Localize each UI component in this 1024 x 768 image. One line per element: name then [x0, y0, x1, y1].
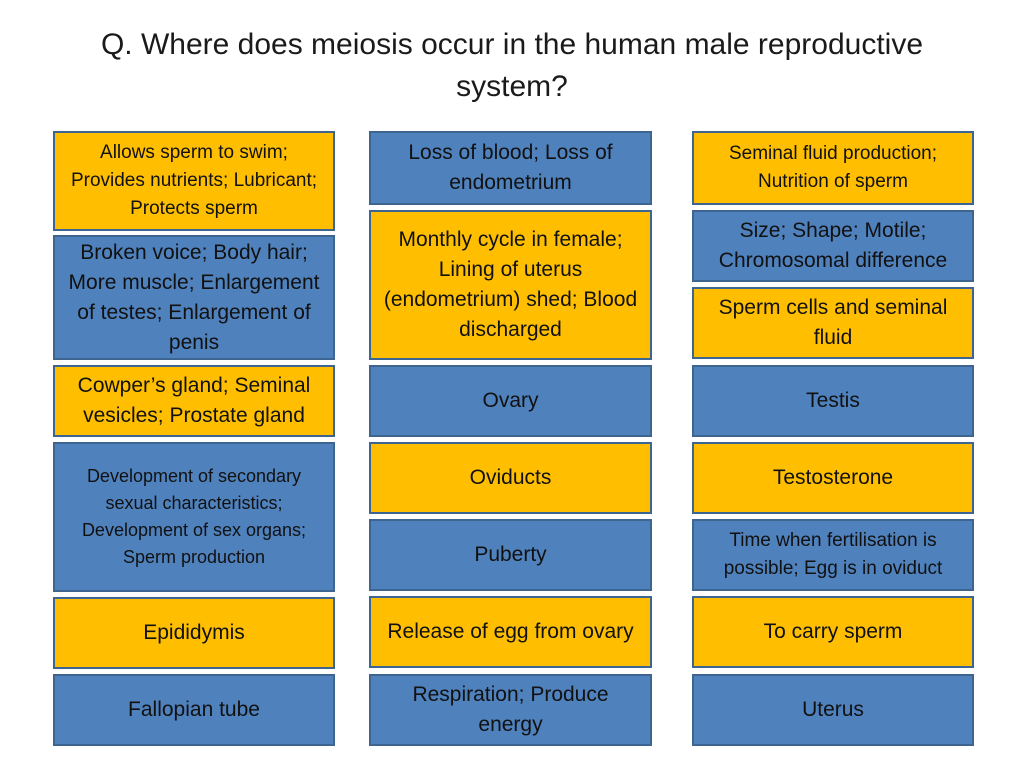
card-label: Loss of blood; Loss of endometrium — [408, 141, 613, 194]
card-label: Monthly cycle in female; Lining of uteru… — [383, 228, 638, 341]
card-label: Broken voice; Body hair; More muscle; En… — [68, 240, 320, 354]
card-label: Release of egg from ovary — [387, 620, 634, 643]
answer-card[interactable]: Respiration; Produce energy — [369, 674, 652, 746]
answer-card[interactable]: Development of secondary sexual characte… — [53, 442, 335, 592]
card-label: Sperm cells and seminal fluid — [718, 296, 948, 349]
answer-card[interactable]: Sperm cells and seminal fluid — [692, 287, 974, 359]
answer-card[interactable]: Release of egg from ovary — [369, 596, 652, 668]
card-label: Respiration; Produce energy — [412, 683, 609, 736]
answer-card[interactable]: To carry sperm — [692, 596, 974, 668]
card-label: Cowper’s gland; Seminal vesicles; Prosta… — [77, 374, 311, 427]
answer-card[interactable]: Broken voice; Body hair; More muscle; En… — [53, 235, 335, 360]
card-label: Seminal fluid production; Nutrition of s… — [728, 143, 938, 192]
answer-card[interactable]: Loss of blood; Loss of endometrium — [369, 131, 652, 205]
answer-card[interactable]: Time when fertilisation is possible; Egg… — [692, 519, 974, 591]
answer-card[interactable]: Ovary — [369, 365, 652, 437]
answer-card[interactable]: Monthly cycle in female; Lining of uteru… — [369, 210, 652, 360]
card-label: Testis — [806, 389, 860, 412]
card-label: Testosterone — [772, 466, 894, 489]
card-label: Ovary — [482, 389, 539, 412]
card-label: Time when fertilisation is possible; Egg… — [723, 530, 943, 579]
answer-card[interactable]: Fallopian tube — [53, 674, 335, 746]
answer-card[interactable]: Oviducts — [369, 442, 652, 514]
answer-card[interactable]: Testis — [692, 365, 974, 437]
answer-card[interactable]: Seminal fluid production; Nutrition of s… — [692, 131, 974, 205]
answer-card[interactable]: Size; Shape; Motile; Chromosomal differe… — [692, 210, 974, 282]
card-label: Uterus — [802, 698, 864, 721]
answer-card[interactable]: Epididymis — [53, 597, 335, 669]
question-title: Q. Where does meiosis occur in the human… — [100, 28, 924, 103]
card-label: Fallopian tube — [128, 698, 260, 721]
card-label: Allows sperm to swim; Provides nutrients… — [70, 142, 318, 219]
card-label: Puberty — [474, 543, 547, 566]
answer-card[interactable]: Testosterone — [692, 442, 974, 514]
card-label: To carry sperm — [763, 620, 903, 643]
card-label: Development of secondary sexual characte… — [81, 466, 307, 567]
answer-card[interactable]: Cowper’s gland; Seminal vesicles; Prosta… — [53, 365, 335, 437]
answer-card[interactable]: Puberty — [369, 519, 652, 591]
card-label: Oviducts — [469, 466, 552, 489]
answer-card[interactable]: Allows sperm to swim; Provides nutrients… — [53, 131, 335, 231]
card-label: Size; Shape; Motile; Chromosomal differe… — [718, 219, 948, 272]
answer-card[interactable]: Uterus — [692, 674, 974, 746]
card-label: Epididymis — [143, 621, 245, 644]
